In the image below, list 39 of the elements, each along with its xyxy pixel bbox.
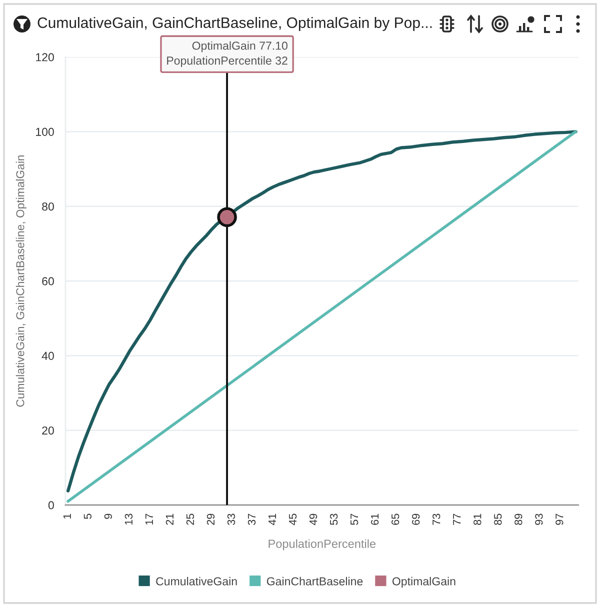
legend-label: GainChartBaseline [266,576,363,586]
x-tick-label: 49 [309,514,318,526]
y-tick-label: 40 [42,352,54,360]
x-tick-label: 69 [412,514,420,525]
x-tick-label: 57 [350,514,358,525]
x-tick-label: 5 [84,514,92,519]
legend-label: OptimalGain [392,576,456,588]
x-tick-label: 89 [514,514,522,525]
legend-label: CumulativeGain [156,576,237,586]
x-tick-label: 21 [166,514,174,525]
y-tick-label: 100 [36,128,54,136]
y-axis-title: CumulativeGain, GainChartBaseline, OptimalGain [16,155,26,407]
x-tick-label: 81 [474,514,482,525]
x-tick-label: 13 [124,514,133,525]
chart-title: CumulativeGain, GainChartBaseline, OptimalGain by Pop... [38,17,432,31]
x-tick-label: 33 [227,514,236,525]
x-tick-label: 9 [104,514,112,519]
x-tick-label: 73 [432,514,440,525]
x-tick-label: 97 [556,514,564,525]
x-axis-title: PopulationPercentile [268,539,376,550]
x-tick-label: 93 [535,514,543,525]
x-tick-label: 25 [186,514,194,525]
x-tick-label: 65 [391,514,400,525]
y-tick-label: 0 [48,501,54,510]
y-tick-label: 120 [36,53,54,62]
y-tick-label: 80 [42,202,54,211]
x-tick-label: 29 [206,514,215,525]
y-tick-label: 60 [42,277,54,286]
x-tick-label: 41 [268,514,276,526]
y-tick-label: 20 [42,426,54,435]
x-tick-label: 45 [289,514,297,526]
x-tick-label: 53 [330,514,338,525]
x-tick-label: 37 [248,514,256,525]
annotation: OptimalGain 77.10 PopulationPercentile 32 [167,41,288,67]
x-tick-label: 1 [63,514,71,519]
x-tick-label: 77 [453,514,461,525]
x-tick-label: 85 [494,514,502,525]
x-tick-label: 61 [370,514,379,525]
x-tick-label: 17 [145,514,153,525]
